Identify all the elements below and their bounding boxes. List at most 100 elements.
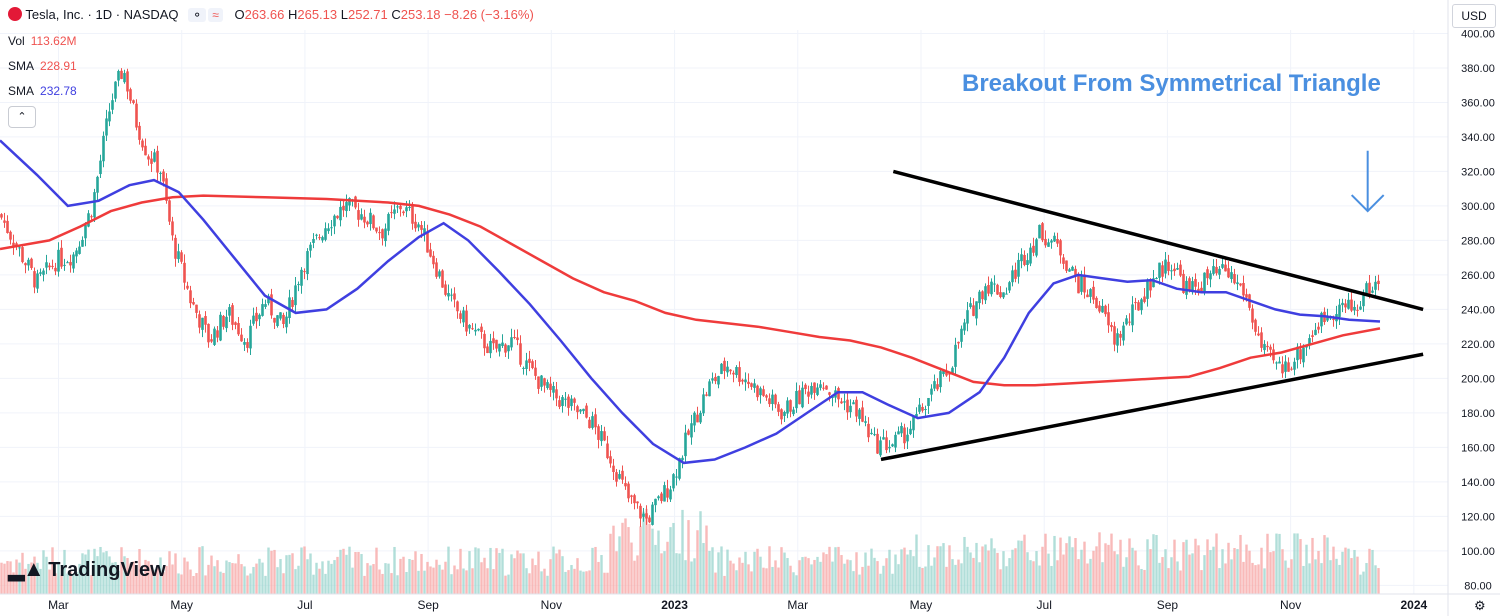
candle-body (780, 409, 783, 420)
volume-bar (144, 559, 147, 594)
volume-bar (1158, 562, 1161, 594)
volume-bar (243, 566, 246, 594)
candle-body (27, 259, 30, 266)
volume-bar (384, 563, 387, 594)
candle-body (768, 398, 771, 405)
legend-sma-50[interactable]: SMA 232.78 (8, 84, 77, 98)
candle-body (510, 337, 513, 348)
candle-body (945, 371, 948, 376)
candle-body (342, 205, 345, 211)
volume-bar (153, 569, 156, 594)
candle-body (1152, 278, 1155, 288)
collapse-legend-button[interactable]: ⌃ (8, 106, 36, 128)
volume-bar (180, 574, 183, 594)
candle-body (222, 315, 225, 327)
time-tick-label: Jul (297, 598, 312, 612)
candle-body (495, 339, 498, 349)
volume-bar (363, 575, 366, 594)
candle-body (1203, 272, 1206, 292)
volume-bar (168, 551, 171, 594)
candle-body (648, 517, 651, 523)
volume-bar (75, 571, 78, 594)
candle-body (396, 206, 399, 208)
volume-bar (498, 552, 501, 594)
legend-volume[interactable]: Vol 113.62M (8, 34, 77, 48)
candle-body (1149, 279, 1152, 291)
price-axis[interactable]: 80.00 100.00 120.00 140.00 160.00 180.00 200.0… (1447, 0, 1495, 616)
candle-body (1242, 282, 1245, 296)
moving-averages (0, 139, 1381, 465)
volume-bar (741, 562, 744, 594)
volume-bar (1044, 533, 1047, 594)
candle-body (462, 310, 465, 323)
volume-bar (318, 568, 321, 594)
legend-sma-200[interactable]: SMA 228.91 (8, 59, 77, 73)
candle-body (1131, 304, 1134, 326)
time-axis[interactable]: Mar May Jul Sep Nov 2023 Mar May Jul Sep Nov 2024 ⚙ (0, 593, 1500, 613)
volume-bar (780, 547, 783, 594)
candle-body (1026, 260, 1029, 265)
volume-bar (423, 570, 426, 594)
candle-body (246, 342, 249, 348)
candle-body (936, 384, 939, 390)
volume-bar (231, 563, 234, 594)
candle-body (1062, 257, 1065, 264)
volume-bar (294, 569, 297, 594)
volume-bar (192, 575, 195, 594)
candle-body (1296, 346, 1299, 361)
settings-gear-icon[interactable]: ⚙ (1474, 598, 1486, 613)
volume-bar (1365, 563, 1368, 594)
candle-body (66, 262, 69, 264)
volume-bar (513, 558, 516, 594)
volume-bar (6, 561, 9, 594)
currency-selector[interactable]: USD (1452, 4, 1496, 28)
compare-wave-icon[interactable]: ≈ (208, 8, 223, 22)
candle-body (150, 158, 153, 164)
volume-bar (1065, 543, 1068, 594)
volume-bar (1068, 536, 1071, 594)
candle-body (972, 305, 975, 316)
volume-bar (522, 553, 525, 594)
price-tick-label: 400.00 (1461, 28, 1495, 40)
volume-bar (1047, 553, 1050, 594)
candle-body (1095, 297, 1098, 309)
volume-bar (732, 563, 735, 594)
candle-body (1044, 238, 1047, 246)
candle-body (1011, 270, 1014, 283)
candle-body (672, 474, 675, 489)
time-tick-label: Sep (1157, 598, 1179, 612)
symbol-title[interactable]: Tesla, Inc. · 1D · NASDAQ (25, 7, 179, 22)
tradingview-logo[interactable]: ▂▲ TradingView (8, 556, 166, 581)
volume-bar (1029, 560, 1032, 594)
candle-body (591, 416, 594, 428)
candle-body (1071, 266, 1074, 271)
volume-bar (549, 559, 552, 594)
candle-body (30, 258, 33, 268)
candle-body (354, 196, 357, 208)
volume-bar (30, 562, 33, 594)
candle-body (603, 431, 606, 441)
price-change: −8.26 (−3.16%) (444, 7, 534, 22)
candle-body (1050, 240, 1053, 243)
volume-bar (1074, 537, 1077, 594)
volume-bar (846, 559, 849, 594)
volume-bar (948, 545, 951, 594)
candle-body (1077, 274, 1080, 294)
candle-body (306, 251, 309, 275)
candle-body (570, 398, 573, 407)
candle-body (366, 221, 369, 225)
candle-body (576, 406, 579, 413)
volume-bar (42, 550, 45, 594)
price-tick-label: 180.00 (1461, 408, 1495, 420)
visibility-eye-icon[interactable]: ⚬ (188, 8, 207, 22)
volume-bar (1374, 565, 1377, 594)
volume-bar (396, 575, 399, 594)
candle-body (114, 81, 117, 99)
candle-body (1239, 283, 1242, 286)
candle-body (381, 229, 384, 239)
volume-bar (993, 548, 996, 594)
volume-bar (3, 563, 6, 594)
volume-bar (465, 570, 468, 594)
candle-body (54, 267, 57, 272)
